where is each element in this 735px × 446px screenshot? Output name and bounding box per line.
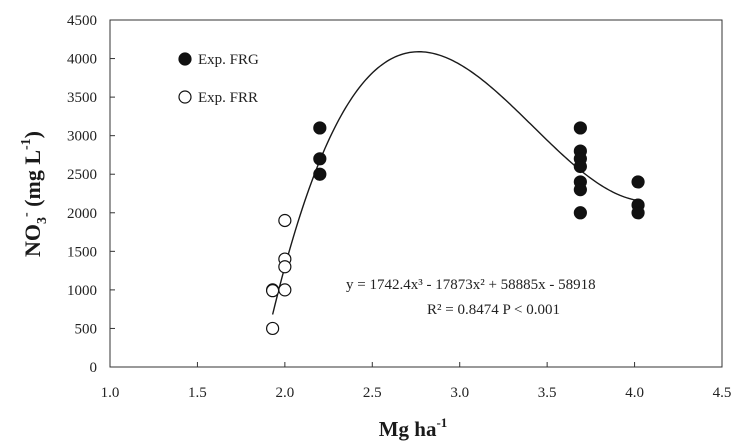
y-tick-label: 2500 bbox=[67, 167, 97, 183]
y-tick-label: 2000 bbox=[67, 206, 97, 222]
data-point-exp-frr bbox=[266, 284, 280, 298]
data-point-exp-frg bbox=[313, 167, 327, 181]
plot-area-frame bbox=[109, 19, 723, 368]
y-axis-title-c: ) bbox=[20, 131, 45, 138]
data-point-exp-frg bbox=[631, 175, 645, 189]
data-point-exp-frg bbox=[573, 121, 587, 135]
fit-statistics: R² = 0.8474 P < 0.001 bbox=[427, 302, 560, 318]
data-points bbox=[266, 121, 645, 336]
y-axis-title: NO3- (mg L-1) bbox=[19, 131, 50, 257]
x-tick-label: 1.5 bbox=[188, 385, 207, 401]
y-tick-label: 4000 bbox=[67, 52, 97, 68]
y-tick-label: 500 bbox=[75, 321, 98, 337]
fit-equation: y = 1742.4x³ - 17873x² + 58885x - 58918 bbox=[346, 277, 596, 293]
data-point-exp-frr bbox=[278, 283, 292, 297]
legend-label-exp-frg: Exp. FRG bbox=[198, 52, 259, 68]
data-point-exp-frg bbox=[573, 206, 587, 220]
x-tick-label: 2.5 bbox=[363, 385, 382, 401]
y-tick-label: 3000 bbox=[67, 129, 97, 145]
y-axis-title-superscript-2: -1 bbox=[19, 138, 34, 150]
y-axis-title-subscript: 3 bbox=[35, 217, 50, 224]
x-tick-label: 3.5 bbox=[538, 385, 557, 401]
y-axis-title-b: (mg L bbox=[20, 150, 45, 212]
y-tick-label: 1500 bbox=[67, 244, 97, 260]
y-tick-label: 4500 bbox=[67, 13, 97, 29]
y-tick-label: 3500 bbox=[67, 90, 97, 106]
legend: Exp. FRG Exp. FRR bbox=[178, 52, 259, 106]
y-tick-label: 0 bbox=[90, 360, 98, 376]
data-point-exp-frr bbox=[278, 260, 292, 274]
data-point-exp-frr bbox=[278, 213, 292, 228]
data-point-exp-frg bbox=[313, 121, 327, 135]
x-axis-title: Mg ha-1 bbox=[379, 415, 448, 441]
y-axis-title-superscript-1: - bbox=[19, 212, 34, 217]
x-tick-label: 4.0 bbox=[625, 385, 644, 401]
x-tick-label: 2.0 bbox=[275, 385, 294, 401]
y-tick-label: 1000 bbox=[67, 283, 97, 299]
x-tick-label: 3.0 bbox=[450, 385, 469, 401]
data-point-exp-frg bbox=[573, 159, 587, 174]
legend-label-exp-frr: Exp. FRR bbox=[198, 90, 258, 106]
x-axis-title-main: Mg ha bbox=[379, 417, 437, 441]
y-axis-ticks: 0 500 1000 1500 2000 2500 3000 3500 4000 4500 bbox=[67, 13, 115, 376]
data-point-exp-frr bbox=[266, 321, 280, 336]
data-point-exp-frg bbox=[573, 183, 587, 197]
x-tick-label: 1.0 bbox=[101, 385, 120, 401]
x-axis-title-superscript: -1 bbox=[436, 415, 447, 430]
legend-marker-exp-frg bbox=[178, 52, 192, 66]
legend-marker-exp-frr bbox=[178, 90, 192, 104]
x-axis-ticks: 1.0 1.5 2.0 2.5 3.0 3.5 4.0 4.5 bbox=[101, 362, 732, 401]
data-point-exp-frg bbox=[313, 152, 327, 166]
y-axis-title-a: NO bbox=[20, 224, 45, 257]
data-point-exp-frg bbox=[631, 206, 645, 220]
x-tick-label: 4.5 bbox=[713, 385, 732, 401]
